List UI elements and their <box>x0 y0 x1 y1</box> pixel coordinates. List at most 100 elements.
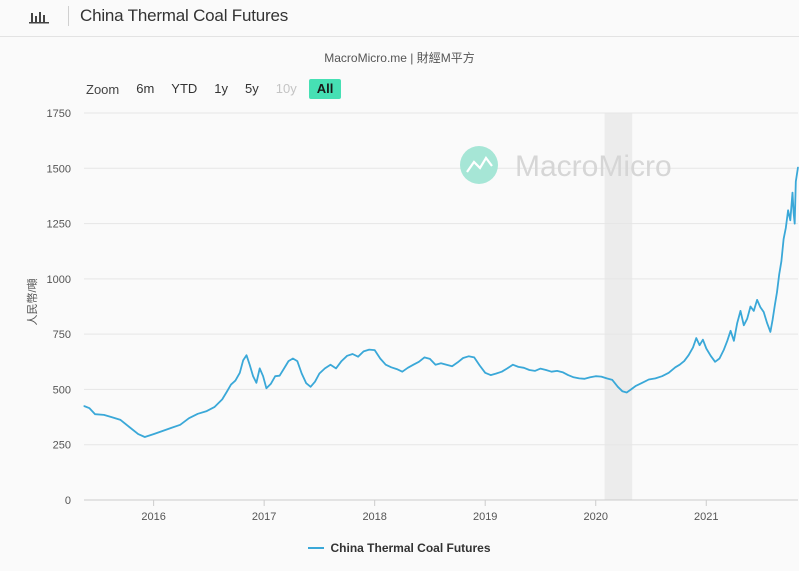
data-point <box>262 375 264 377</box>
data-point <box>512 364 514 366</box>
data-point <box>206 410 208 412</box>
data-point <box>434 364 437 366</box>
data-point <box>743 324 745 326</box>
data-point <box>794 223 796 225</box>
data-point <box>418 361 420 363</box>
data-point <box>111 416 113 418</box>
legend[interactable]: China Thermal Coal Futures <box>0 541 799 555</box>
legend-label: China Thermal Coal Futures <box>330 541 491 555</box>
data-point <box>739 310 742 312</box>
data-point <box>648 378 650 381</box>
data-point <box>626 391 628 394</box>
y-tick-label: 250 <box>53 440 71 452</box>
data-point <box>346 355 348 357</box>
bar-chart-icon[interactable] <box>29 10 49 29</box>
data-point <box>630 388 632 390</box>
data-point <box>578 377 580 379</box>
y-tick-label: 750 <box>53 329 71 341</box>
data-point <box>797 166 799 168</box>
data-point <box>506 367 508 369</box>
data-point <box>479 364 481 367</box>
data-point <box>600 376 602 378</box>
data-point <box>357 356 359 358</box>
data-point <box>611 379 613 381</box>
data-point <box>668 372 670 374</box>
zoom-button-10y[interactable]: 10y <box>275 81 297 96</box>
data-point <box>730 330 732 332</box>
series-line-china-thermal-coal[interactable] <box>83 167 799 438</box>
data-point <box>368 349 370 351</box>
data-point <box>617 386 619 388</box>
data-point <box>776 291 778 293</box>
zoom-button-all[interactable]: All <box>308 79 342 99</box>
data-point <box>793 211 795 214</box>
data-point <box>501 371 503 373</box>
data-point <box>699 344 701 346</box>
data-point <box>440 362 442 364</box>
x-tick-label: 2019 <box>473 511 497 523</box>
data-point <box>385 364 387 366</box>
data-point <box>780 260 783 262</box>
data-point <box>230 384 232 386</box>
x-tick-label: 2017 <box>252 511 276 523</box>
zoom-button-ytd[interactable]: YTD <box>171 81 198 96</box>
data-point <box>621 390 623 392</box>
data-point <box>340 360 343 362</box>
data-point <box>255 382 257 384</box>
y-tick-label: 1500 <box>47 163 71 175</box>
y-axis-ticks: 0 250 500 750 1000 1250 1500 1750 <box>47 108 71 507</box>
data-point <box>310 386 312 388</box>
data-point <box>534 370 536 372</box>
x-tick-label: 2020 <box>583 511 607 523</box>
data-point <box>495 372 497 375</box>
data-point <box>567 374 569 376</box>
data-point <box>270 383 272 385</box>
data-point <box>283 367 285 369</box>
data-point <box>749 305 752 308</box>
data-point <box>733 340 735 342</box>
data-point <box>88 407 91 409</box>
data-point <box>641 382 643 384</box>
data-point <box>705 347 707 350</box>
data-point <box>296 360 298 362</box>
watermark: MacroMicro <box>460 146 672 184</box>
data-point <box>778 273 780 275</box>
data-point <box>769 331 772 333</box>
zoom-button-5y[interactable]: 5y <box>245 81 259 96</box>
data-point <box>710 355 712 357</box>
data-point <box>562 371 564 373</box>
gridlines <box>84 112 798 501</box>
legend-swatch <box>308 547 325 549</box>
watermark-text: MacroMicro <box>515 150 672 183</box>
data-point <box>753 310 755 312</box>
data-point <box>94 413 96 415</box>
data-point <box>606 377 608 379</box>
data-point <box>137 433 139 435</box>
data-point <box>791 192 794 194</box>
y-tick-label: 1250 <box>47 219 71 231</box>
data-point <box>335 367 337 369</box>
data-point <box>170 427 172 429</box>
data-point <box>179 424 181 426</box>
data-point <box>589 376 591 378</box>
data-point <box>445 364 448 366</box>
data-point <box>83 405 85 407</box>
data-point <box>412 364 414 366</box>
header-divider <box>68 6 69 26</box>
data-point <box>234 380 236 382</box>
zoom-button-6m[interactable]: 6m <box>136 81 155 96</box>
data-point <box>188 417 190 419</box>
data-point <box>457 361 459 363</box>
data-point <box>221 398 223 400</box>
source-label: MacroMicro.me | 財經M平方 <box>324 51 475 65</box>
data-point <box>718 357 721 360</box>
y-tick-label: 1750 <box>47 108 71 120</box>
data-point <box>374 349 376 351</box>
data-point <box>783 238 785 240</box>
data-point <box>484 372 486 374</box>
data-point <box>292 357 294 360</box>
zoom-button-1y[interactable]: 1y <box>214 81 229 96</box>
data-point <box>390 366 392 368</box>
data-point <box>787 209 789 211</box>
data-point <box>396 368 398 370</box>
